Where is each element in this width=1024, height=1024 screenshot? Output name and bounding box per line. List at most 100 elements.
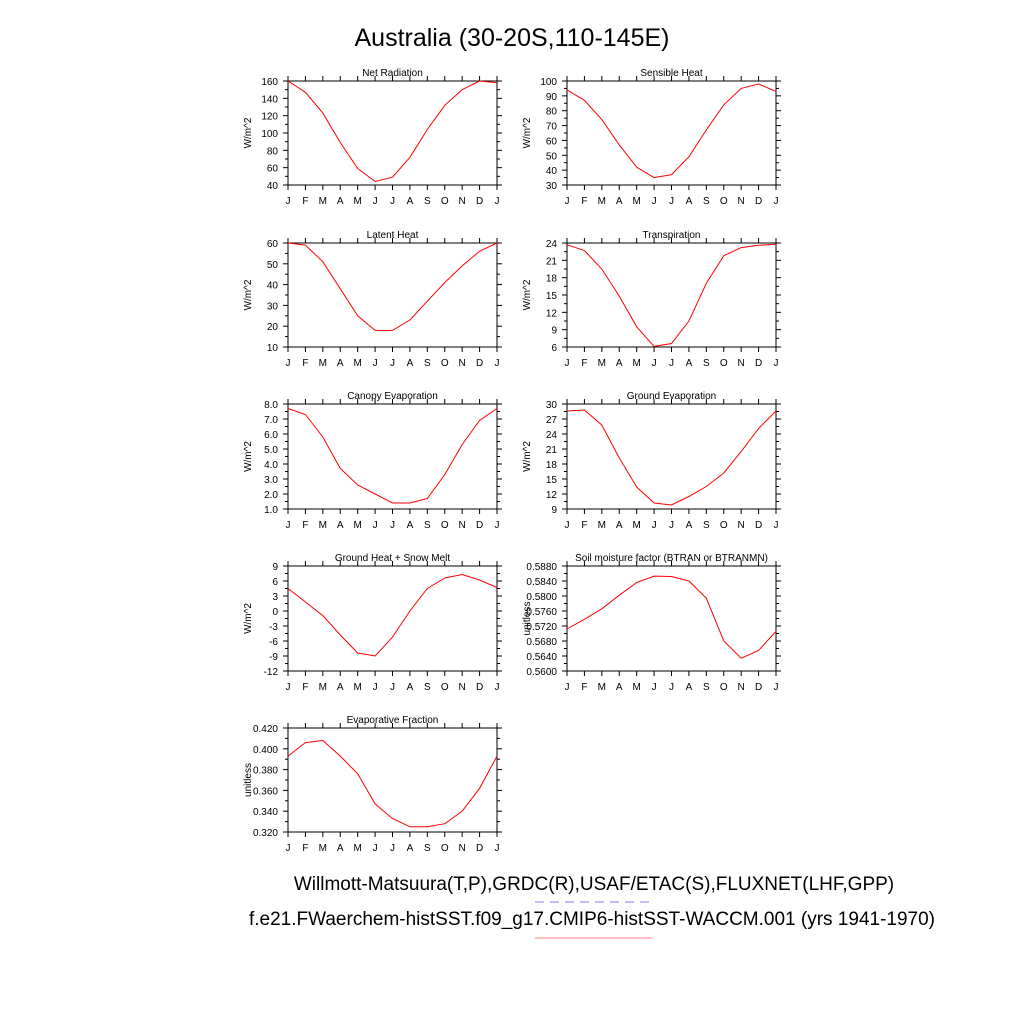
x-tick-label: J: [565, 682, 570, 693]
x-tick-label: J: [495, 843, 500, 854]
x-tick-label: O: [441, 358, 449, 369]
footer-line-2: f.e21.FWaerchem-histSST.f09_g17.CMIP6-hi…: [249, 909, 935, 930]
y-tick-label: 0.340: [253, 807, 278, 818]
x-tick-label: F: [581, 358, 587, 369]
y-tick-label: 6: [272, 577, 278, 588]
x-tick-label: O: [441, 682, 449, 693]
y-tick-label: 0.5720: [526, 622, 557, 633]
y-axis-label: W/m^2: [243, 603, 254, 634]
x-tick-label: J: [652, 196, 657, 207]
x-tick-label: O: [441, 843, 449, 854]
panel-title: Ground Evaporation: [627, 391, 717, 402]
y-tick-label: 120: [261, 112, 278, 123]
x-tick-label: D: [476, 196, 483, 207]
y-tick-label: 9: [551, 505, 557, 516]
x-tick-label: A: [616, 520, 623, 531]
y-tick-label: 21: [546, 256, 558, 267]
y-tick-label: 9: [272, 562, 278, 573]
x-tick-label: N: [459, 196, 466, 207]
x-tick-label: A: [337, 196, 344, 207]
x-tick-label: M: [632, 682, 640, 693]
y-tick-label: 15: [546, 475, 558, 486]
x-tick-label: J: [286, 358, 291, 369]
x-tick-label: N: [738, 682, 745, 693]
x-tick-label: A: [407, 843, 414, 854]
y-tick-label: 0.5880: [526, 562, 557, 573]
y-tick-label: 40: [267, 181, 279, 192]
y-tick-label: 80: [267, 146, 279, 157]
x-tick-label: N: [459, 358, 466, 369]
x-tick-label: S: [424, 520, 431, 531]
x-tick-label: O: [441, 520, 449, 531]
x-tick-label: J: [669, 358, 674, 369]
y-tick-label: 27: [546, 415, 558, 426]
x-tick-label: J: [565, 196, 570, 207]
y-tick-label: 160: [261, 77, 278, 88]
x-tick-label: F: [581, 682, 587, 693]
y-axis-label: W/m^2: [522, 441, 533, 472]
y-tick-label: 0.5800: [526, 592, 557, 603]
y-tick-label: 30: [546, 181, 558, 192]
series-line: [566, 409, 777, 506]
panel-title: Latent Heat: [367, 230, 419, 241]
x-tick-label: S: [424, 196, 431, 207]
y-tick-label: 0.360: [253, 786, 278, 797]
figure-title: Australia (30-20S,110-145E): [355, 24, 670, 52]
y-tick-label: 6: [551, 343, 557, 354]
series-line: [287, 80, 498, 183]
x-tick-label: D: [755, 196, 762, 207]
x-tick-label: M: [632, 358, 640, 369]
x-tick-label: M: [598, 196, 606, 207]
x-tick-label: J: [390, 682, 395, 693]
x-tick-label: O: [720, 682, 728, 693]
panel-title: Soil moisture factor (BTRAN or BTRANMN): [575, 553, 768, 564]
plot-frame: [287, 80, 498, 186]
x-tick-label: F: [302, 520, 308, 531]
y-axis-label: W/m^2: [522, 117, 533, 148]
y-tick-label: 24: [546, 239, 558, 250]
x-tick-label: N: [459, 843, 466, 854]
x-tick-label: J: [373, 682, 378, 693]
plot-frame: [566, 403, 777, 510]
x-tick-label: J: [373, 520, 378, 531]
x-tick-label: D: [476, 520, 483, 531]
x-tick-label: J: [390, 358, 395, 369]
series-line: [566, 83, 777, 179]
x-tick-label: O: [720, 358, 728, 369]
x-tick-label: J: [774, 358, 779, 369]
series-line: [287, 242, 498, 331]
plot-frame: [566, 80, 777, 186]
x-tick-label: S: [703, 682, 710, 693]
x-tick-label: F: [581, 520, 587, 531]
y-tick-label: 18: [546, 460, 558, 471]
x-tick-label: A: [616, 682, 623, 693]
x-tick-label: D: [476, 682, 483, 693]
x-tick-label: J: [565, 358, 570, 369]
x-tick-label: M: [319, 682, 327, 693]
y-tick-label: 15: [546, 291, 558, 302]
x-tick-label: M: [632, 196, 640, 207]
y-tick-label: 0.5680: [526, 637, 557, 648]
y-axis-label: W/m^2: [243, 279, 254, 310]
y-tick-label: 3: [272, 592, 278, 603]
x-tick-label: J: [495, 196, 500, 207]
x-tick-label: M: [632, 520, 640, 531]
x-tick-label: M: [319, 358, 327, 369]
y-tick-label: 40: [546, 166, 558, 177]
x-tick-label: J: [669, 682, 674, 693]
x-tick-label: M: [598, 358, 606, 369]
y-tick-label: 100: [261, 129, 278, 140]
x-tick-label: J: [652, 358, 657, 369]
x-tick-label: J: [286, 682, 291, 693]
y-tick-label: 0.5760: [526, 607, 557, 618]
x-tick-label: A: [686, 520, 693, 531]
x-tick-label: J: [373, 843, 378, 854]
x-tick-label: S: [424, 843, 431, 854]
y-tick-label: 60: [267, 239, 279, 250]
x-tick-label: M: [353, 682, 361, 693]
